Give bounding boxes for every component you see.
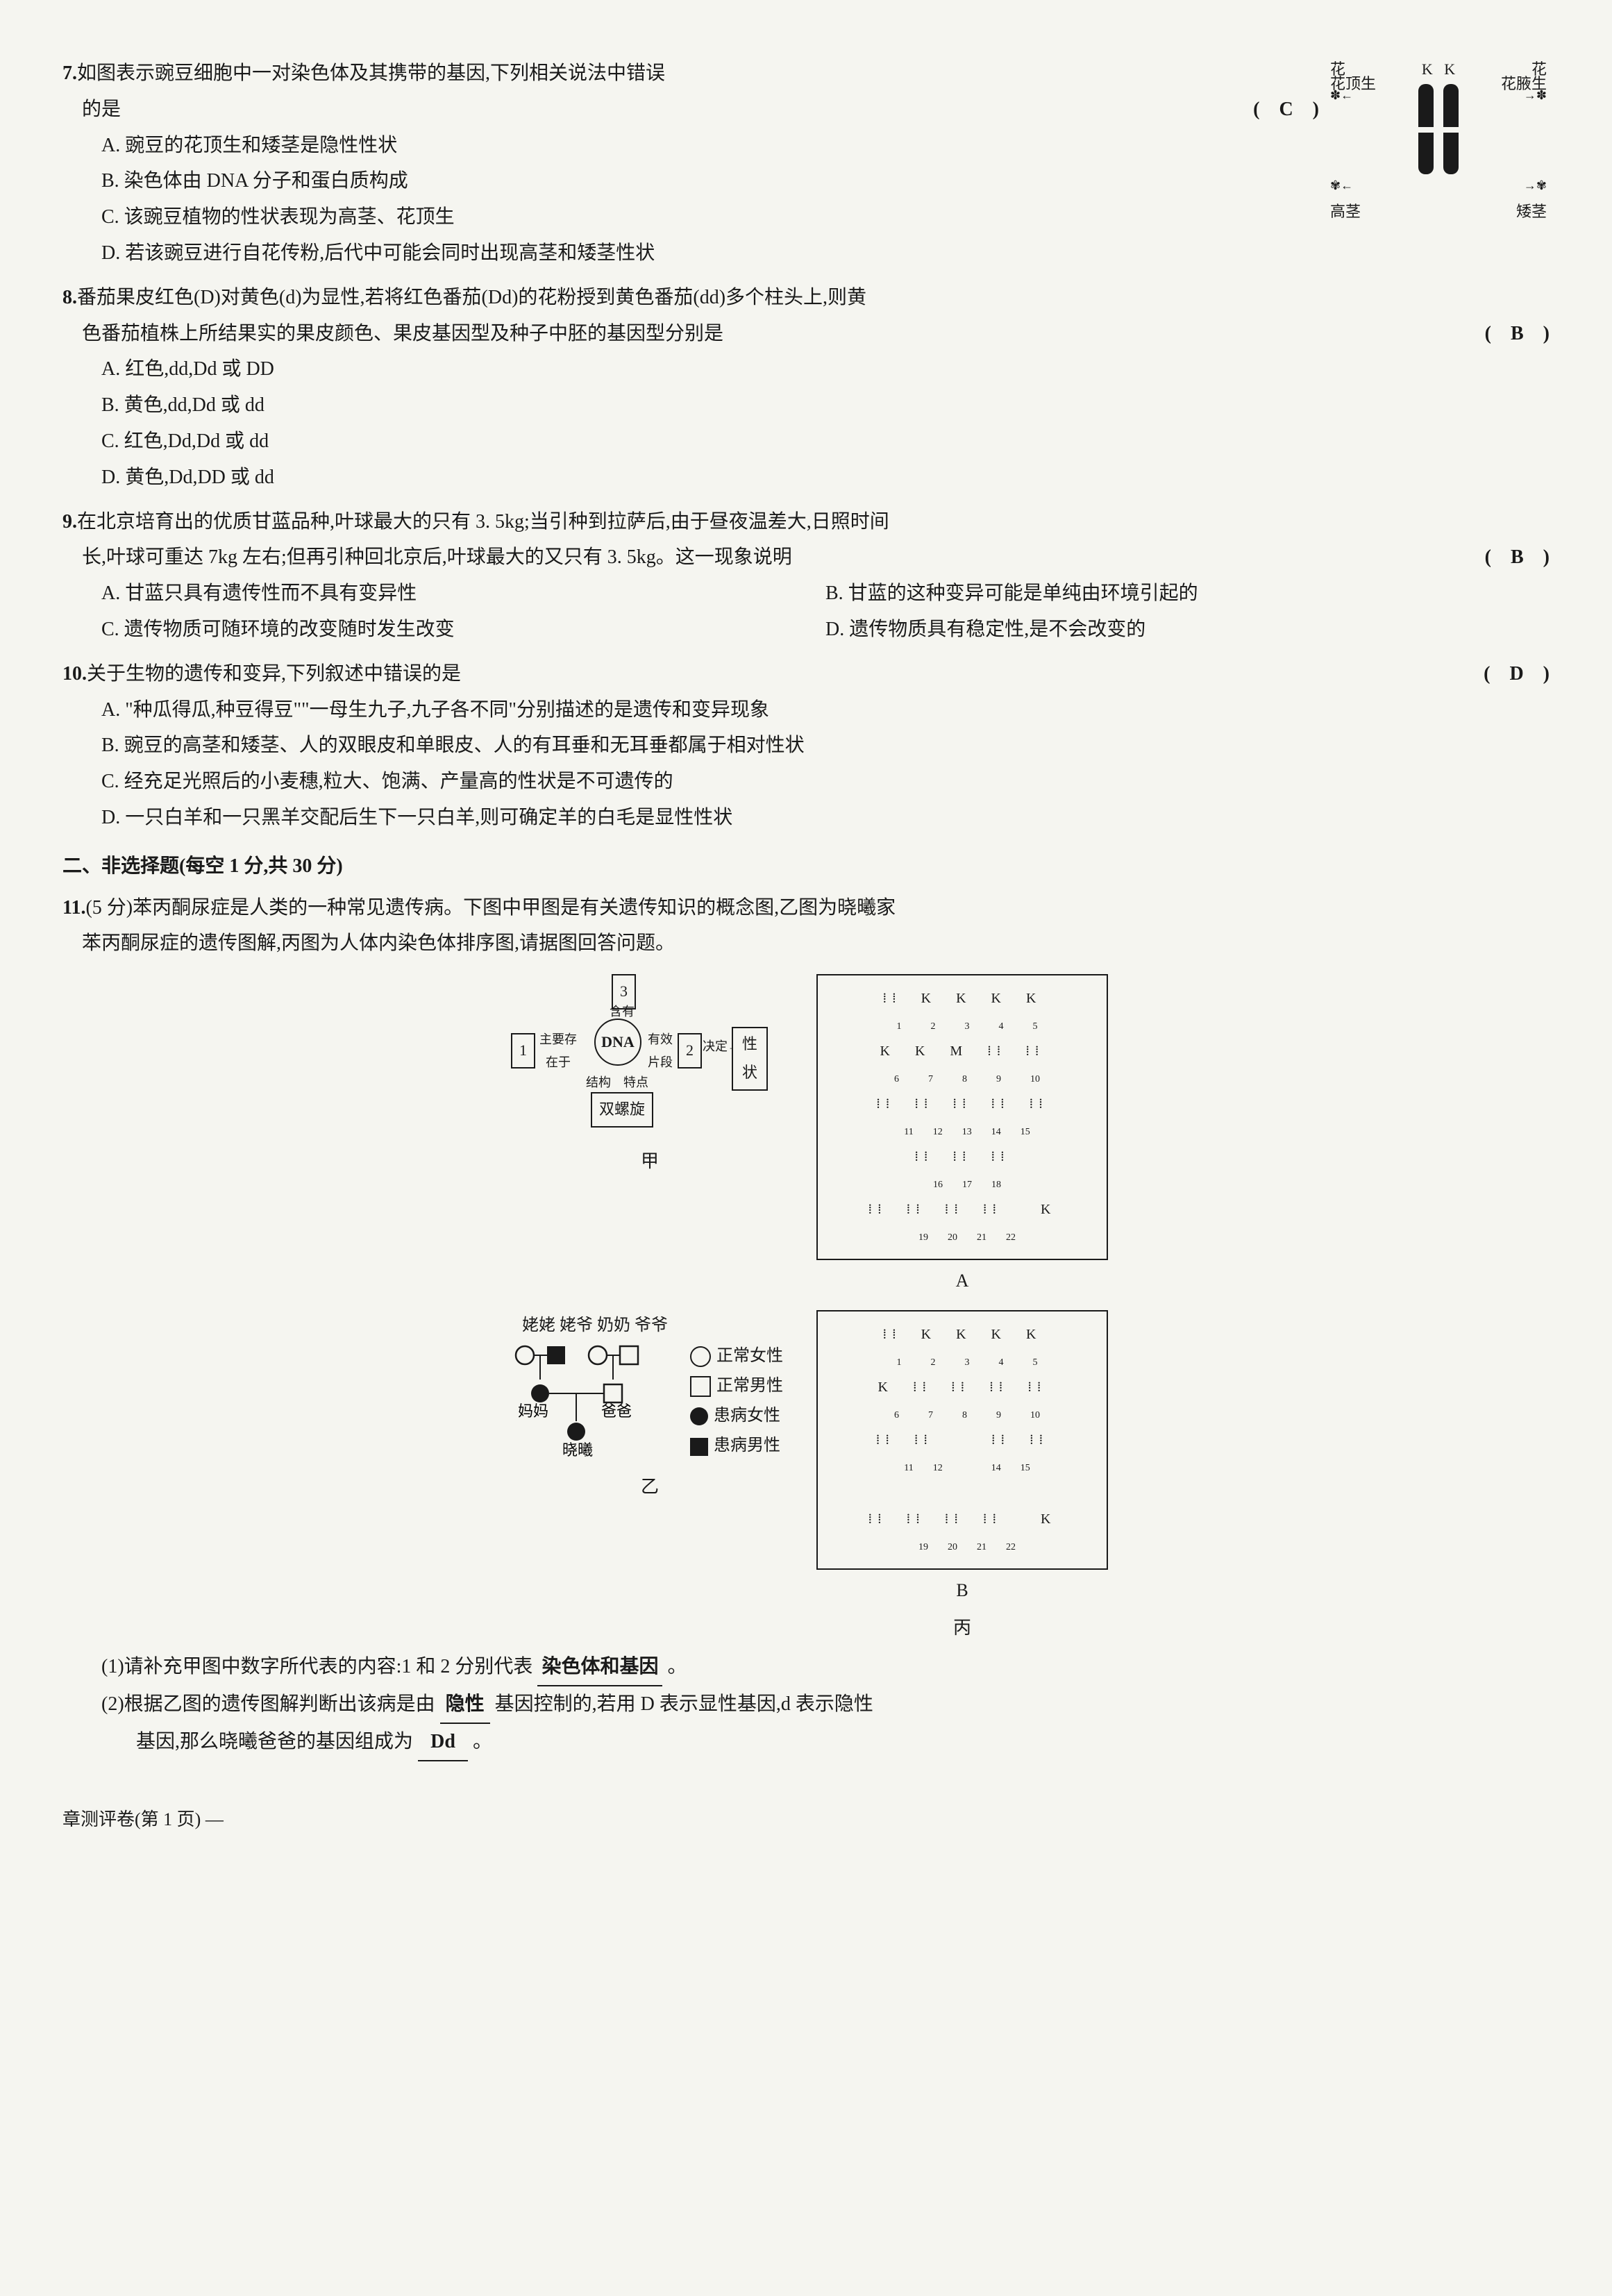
legend-affected-female-icon bbox=[690, 1407, 708, 1425]
section-2-title: 二、非选择题(每空 1 分,共 30 分) bbox=[62, 848, 1550, 885]
q10-answer: ( D ) bbox=[1484, 656, 1550, 692]
q7-stem-2: 的是 bbox=[82, 92, 1253, 128]
q9-option-c: C. 遗传物质可随环境的改变随时发生改变 bbox=[101, 612, 825, 648]
q9-option-d: D. 遗传物质具有稳定性,是不会改变的 bbox=[825, 612, 1550, 648]
q7-label-dwarf: 矮茎 bbox=[1516, 198, 1547, 226]
q11-stem-1: 苯丙酮尿症是人类的一种常见遗传病。下图中甲图是有关遗传知识的概念图,乙图为晓曦家 bbox=[133, 897, 896, 919]
q11-stem-2: 苯丙酮尿症的遗传图解,丙图为人体内染色体排序图,请据图回答问题。 bbox=[62, 925, 1550, 962]
q8-stem-2: 色番茄植株上所结果实的果皮颜色、果皮基因型及种子中胚的基因型分别是 bbox=[82, 316, 1485, 352]
jia-label-segment: 有效片段 bbox=[643, 1028, 678, 1075]
q11-sub1-suffix: 。 bbox=[667, 1656, 687, 1677]
q11-sub2-mid: 基因控制的,若用 D 表示显性基因,d 表示隐性 bbox=[495, 1693, 873, 1715]
q11-diagram-row-2: 姥姥 姥爷 奶奶 爷爷 bbox=[62, 1310, 1550, 1645]
q7-wavy-bl: ✾← bbox=[1330, 174, 1353, 197]
question-7: 花 K K 花 ✽← →✽ 花顶生 花腋生 ✾← →✾ bbox=[62, 56, 1550, 271]
q7-label-letters: K K bbox=[1422, 56, 1455, 84]
q11-sub1: (1)请补充甲图中数字所代表的内容:1 和 2 分别代表 染色体和基因 。 bbox=[62, 1649, 1550, 1686]
karyotype-b-label: B bbox=[816, 1574, 1108, 1607]
q9-stem-2: 长,叶球可重达 7kg 左右;但再引种回北京后,叶球最大的又只有 3. 5kg。… bbox=[82, 539, 1485, 576]
pedigree-child-label: 晓曦 bbox=[562, 1441, 593, 1459]
q7-wavy-br: →✾ bbox=[1524, 174, 1547, 197]
q10-stem: 关于生物的遗传和变异,下列叙述中错误的是 bbox=[87, 656, 1484, 692]
legend-nm: 正常男性 bbox=[716, 1377, 783, 1395]
q10-option-a: A. "种瓜得瓜,种豆得豆""一母生九子,九子各不同"分别描述的是遗传和变异现象 bbox=[101, 692, 1550, 728]
jia-box-2: 2 bbox=[678, 1033, 702, 1069]
q11-sub2: (2)根据乙图的遗传图解判断出该病是由 隐性 基因控制的,若用 D 表示显性基因… bbox=[62, 1686, 1550, 1724]
diagram-jia: 3 含有 1 主要存在于 DNA 有效片段 2 决定→ 性状 结构 特点 双螺旋 bbox=[504, 974, 740, 1141]
q8-stem-1: 番茄果皮红色(D)对黄色(d)为显性,若将红色番茄(Dd)的花粉授到黄色番茄(d… bbox=[77, 280, 1550, 316]
q9-option-a: A. 甘蓝只具有遗传性而不具有变异性 bbox=[101, 576, 825, 612]
jia-dna-circle: DNA bbox=[594, 1019, 641, 1066]
q10-option-b: B. 豌豆的高茎和矮茎、人的双眼皮和单眼皮、人的有耳垂和无耳垂都属于相对性状 bbox=[101, 728, 1550, 764]
bing-label: 丙 bbox=[816, 1611, 1108, 1645]
page-footer: 章测评卷(第 1 页) — bbox=[62, 1803, 1550, 1836]
question-9: 9. 在北京培育出的优质甘蓝品种,叶球最大的只有 3. 5kg;当引种到拉萨后,… bbox=[62, 504, 1550, 648]
jia-label: 甲 bbox=[504, 1145, 796, 1178]
legend-af: 患病女性 bbox=[714, 1407, 780, 1425]
karyotype-b: ⁞⁞ K K K K 1 2 3 4 5 K ⁞⁞ ⁞⁞ ⁞⁞ ⁞⁞ 6 7 8… bbox=[816, 1310, 1108, 1570]
q10-option-c: C. 经充足光照后的小麦穗,粒大、饱满、产量高的性状是不可遗传的 bbox=[101, 764, 1550, 800]
q7-chromosome-diagram: 花 K K 花 ✽← →✽ 花顶生 花腋生 ✾← →✾ bbox=[1327, 56, 1550, 226]
q8-option-d: D. 黄色,Dd,DD 或 dd bbox=[101, 460, 1550, 496]
q9-option-b: B. 甘蓝的这种变异可能是单纯由环境引起的 bbox=[825, 576, 1550, 612]
q11-sub1-prefix: (1)请补充甲图中数字所代表的内容:1 和 2 分别代表 bbox=[101, 1656, 532, 1677]
q10-option-d: D. 一只白羊和一只黑羊交配后生下一只白羊,则可确定羊的白毛是显性性状 bbox=[101, 800, 1550, 836]
question-11: 11. (5 分)苯丙酮尿症是人类的一种常见遗传病。下图中甲图是有关遗传知识的概… bbox=[62, 890, 1550, 1761]
legend-am: 患病男性 bbox=[714, 1436, 780, 1455]
karyotype-a: ⁞⁞ K K K K 1 2 3 4 5 K K M ⁞⁞ ⁞⁞ 6 7 8 9… bbox=[816, 974, 1108, 1260]
q7-number: 7. bbox=[62, 56, 77, 92]
pedigree-legend: 正常女性 正常男性 患病女性 患病男性 bbox=[690, 1341, 783, 1461]
q7-label-tall: 高茎 bbox=[1330, 198, 1361, 226]
jia-box-trait: 性状 bbox=[732, 1027, 768, 1090]
karyotype-a-label: A bbox=[816, 1264, 1108, 1298]
q11-sub2-prefix: (2)根据乙图的遗传图解判断出该病是由 bbox=[101, 1693, 435, 1715]
q10-number: 10. bbox=[62, 656, 87, 692]
yi-label: 乙 bbox=[504, 1470, 796, 1504]
question-8: 8. 番茄果皮红色(D)对黄色(d)为显性,若将红色番茄(Dd)的花粉授到黄色番… bbox=[62, 280, 1550, 496]
q11-sub2-line2: 基因,那么晓曦爸爸的基因组成为 Dd 。 bbox=[62, 1724, 1550, 1761]
pedigree-grandparents: 姥姥 姥爷 奶奶 爷爷 bbox=[504, 1310, 796, 1341]
q8-option-c: C. 红色,Dd,Dd 或 dd bbox=[101, 424, 1550, 460]
q8-option-b: B. 黄色,dd,Dd 或 dd bbox=[101, 387, 1550, 424]
q7-option-d: D. 若该豌豆进行自花传粉,后代中可能会同时出现高茎和矮茎性状 bbox=[101, 235, 1550, 271]
pedigree-diagram: 姥姥 姥爷 奶奶 爷爷 bbox=[504, 1310, 796, 1466]
q7-stem-1: 如图表示豌豆细胞中一对染色体及其携带的基因,下列相关说法中错误 bbox=[77, 56, 1319, 92]
q11-sub2-line2-prefix: 基因,那么晓曦爸爸的基因组成为 bbox=[136, 1731, 413, 1752]
q11-sub1-blank: 染色体和基因 bbox=[537, 1649, 662, 1686]
q11-sub2-blank1: 隐性 bbox=[440, 1686, 490, 1724]
q11-diagram-row-1: 3 含有 1 主要存在于 DNA 有效片段 2 决定→ 性状 结构 特点 双螺旋… bbox=[62, 974, 1550, 1298]
q9-answer: ( B ) bbox=[1485, 539, 1550, 576]
q7-chromosome-left bbox=[1418, 84, 1434, 174]
jia-box-helix: 双螺旋 bbox=[591, 1092, 653, 1128]
q11-points: (5 分) bbox=[85, 897, 133, 919]
pedigree-svg: 妈妈 爸爸 晓曦 bbox=[504, 1341, 678, 1466]
jia-label-feature: 特点 bbox=[623, 1071, 648, 1094]
q9-stem-1: 在北京培育出的优质甘蓝品种,叶球最大的只有 3. 5kg;当引种到拉萨后,由于昼… bbox=[77, 504, 1550, 540]
q7-label-axil-flower: 花腋生 bbox=[1501, 70, 1547, 99]
q11-sub2-suffix: 。 bbox=[473, 1731, 492, 1752]
legend-affected-male-icon bbox=[690, 1438, 708, 1456]
q8-number: 8. bbox=[62, 280, 77, 316]
question-10: 10. 关于生物的遗传和变异,下列叙述中错误的是 ( D ) A. "种瓜得瓜,… bbox=[62, 656, 1550, 836]
q8-answer: ( B ) bbox=[1485, 316, 1550, 352]
q7-chromosome-right bbox=[1443, 84, 1459, 174]
pedigree-mother-label: 妈妈 bbox=[518, 1402, 548, 1420]
legend-normal-female-icon bbox=[690, 1346, 711, 1367]
q7-label-top-flower: 花顶生 bbox=[1330, 70, 1376, 99]
q8-option-a: A. 红色,dd,Dd 或 DD bbox=[101, 351, 1550, 387]
jia-label-structure: 结构 bbox=[586, 1071, 611, 1094]
q11-sub2-blank2: Dd bbox=[418, 1724, 468, 1761]
legend-normal-male-icon bbox=[690, 1376, 711, 1397]
q7-answer: ( C ) bbox=[1253, 92, 1319, 128]
jia-label-exist: 主要存在于 bbox=[537, 1028, 579, 1075]
jia-box-1: 1 bbox=[511, 1033, 535, 1069]
q11-number: 11. bbox=[62, 890, 85, 926]
q9-number: 9. bbox=[62, 504, 77, 540]
legend-nf: 正常女性 bbox=[716, 1347, 783, 1365]
pedigree-father-label: 爸爸 bbox=[601, 1402, 632, 1420]
